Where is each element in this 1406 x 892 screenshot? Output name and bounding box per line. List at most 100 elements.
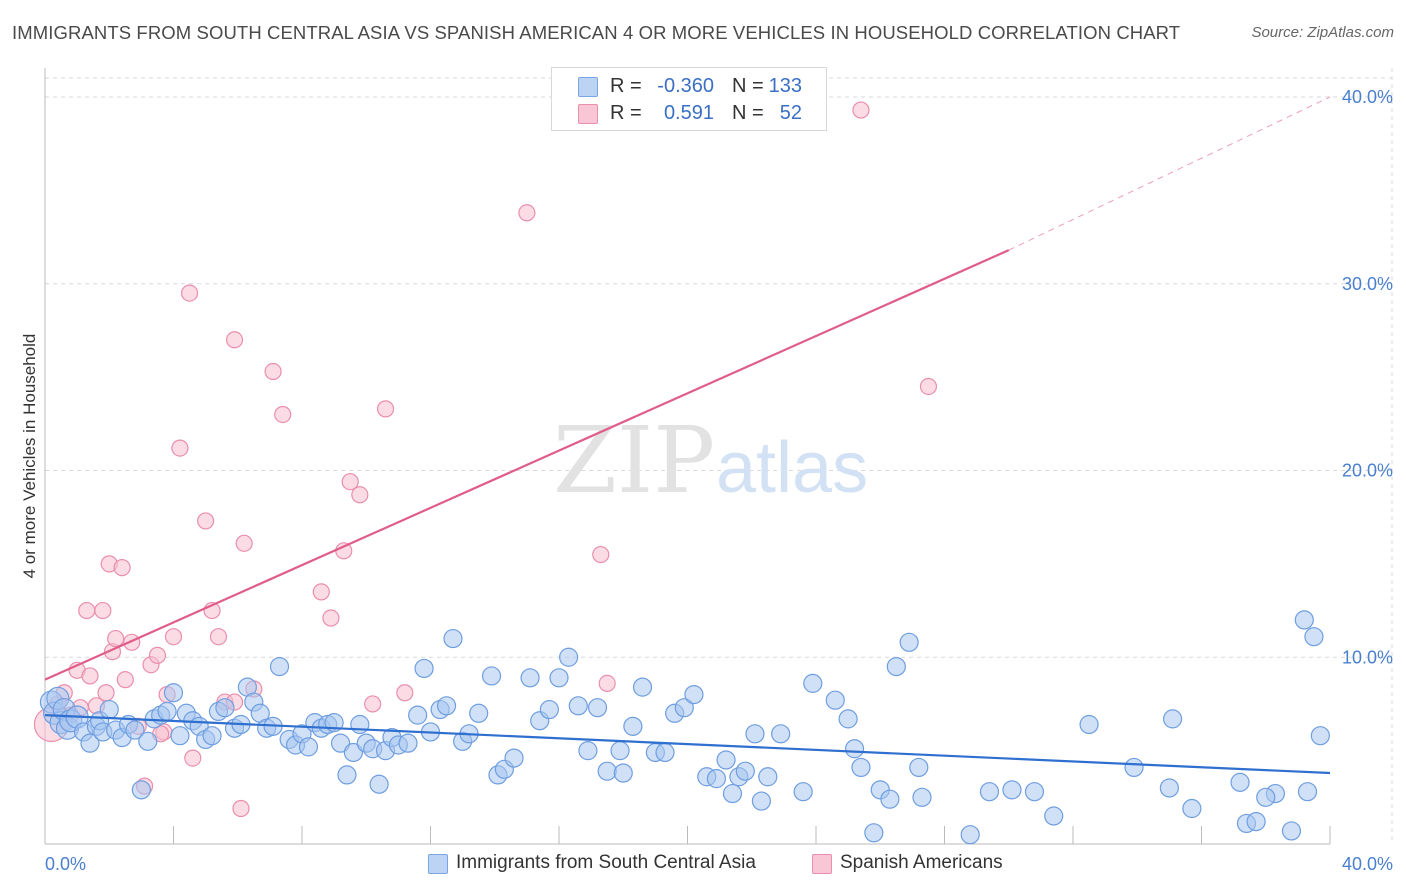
watermark-zip: ZIP [553, 407, 715, 514]
data-point-south-central-asia [1310, 726, 1330, 746]
data-point-spanish-americans [113, 559, 131, 577]
data-point-spanish-americans [312, 583, 330, 601]
data-point-south-central-asia [202, 726, 222, 746]
data-point-spanish-americans [592, 545, 610, 564]
data-point-south-central-asia [610, 741, 630, 761]
data-point-spanish-americans [171, 439, 189, 457]
data-point-spanish-americans [396, 684, 414, 702]
data-point-south-central-asia [298, 737, 319, 757]
data-point-spanish-americans [97, 684, 115, 702]
legend-label-spanish-americans: Spanish Americans [840, 852, 1003, 873]
legend-r-value-pink: 0.591 [663, 102, 714, 124]
trend-lines [44, 96, 1331, 775]
data-point-spanish-americans [364, 695, 382, 713]
grid-lines [45, 68, 1393, 844]
data-point-spanish-americans [232, 799, 250, 818]
data-point-south-central-asia [751, 791, 771, 811]
data-point-south-central-asia [443, 628, 463, 649]
data-point-south-central-asia [623, 716, 643, 736]
data-point-spanish-americans [341, 473, 359, 491]
data-point-south-central-asia [398, 733, 418, 753]
data-point-south-central-asia [851, 757, 871, 778]
y-tick-label: 20.0% [1342, 461, 1393, 481]
data-point-south-central-asia [825, 690, 845, 710]
legend-swatch-blue [578, 77, 598, 97]
legend-swatch-pink [578, 104, 598, 124]
data-point-south-central-asia [1246, 811, 1266, 832]
data-point-south-central-asia [838, 709, 858, 729]
data-point-south-central-asia [1294, 610, 1314, 630]
data-point-spanish-americans [180, 284, 199, 302]
data-point-south-central-asia [745, 724, 765, 744]
data-point-south-central-asia [469, 703, 489, 723]
data-point-south-central-asia [1124, 757, 1144, 778]
data-point-south-central-asia [343, 742, 363, 763]
data-point-south-central-asia [1162, 709, 1183, 729]
data-point-spanish-americans [919, 377, 938, 396]
data-point-south-central-asia [613, 763, 633, 783]
data-point-spanish-americans [184, 749, 202, 767]
data-point-south-central-asia [568, 696, 588, 716]
data-point-south-central-asia [125, 720, 145, 740]
legend-swatch-pink [812, 854, 832, 874]
data-point-south-central-asia [632, 677, 653, 697]
data-point-south-central-asia [1230, 772, 1250, 792]
data-point-south-central-asia [559, 647, 579, 667]
data-point-south-central-asia [886, 656, 906, 677]
data-point-spanish-americans [209, 628, 228, 646]
y-tick-label: 30.0% [1342, 274, 1393, 294]
data-point-south-central-asia [163, 683, 184, 703]
data-point-spanish-americans [322, 609, 340, 627]
data-point-south-central-asia [215, 698, 235, 718]
data-point-south-central-asia [655, 742, 675, 763]
data-point-south-central-asia [539, 699, 559, 720]
data-point-south-central-asia [1281, 821, 1302, 841]
data-point-south-central-asia [864, 823, 884, 843]
legend-label-south-central-asia: Immigrants from South Central Asia [456, 852, 756, 873]
data-point-south-central-asia [735, 761, 755, 781]
data-point-south-central-asia [408, 705, 428, 725]
legend-n-label: N = [732, 75, 764, 97]
data-point-spanish-americans [225, 331, 244, 349]
data-point-south-central-asia [597, 761, 617, 781]
tick-labels: 10.0% 20.0% 30.0% 40.0% 0.0% 40.0% [45, 87, 1393, 874]
data-point-south-central-asia [1182, 798, 1202, 819]
data-point-south-central-asia [99, 699, 119, 720]
data-point-spanish-americans [148, 646, 167, 664]
data-point-south-central-asia [1044, 806, 1064, 826]
legend-r-value-blue: -0.360 [657, 75, 714, 97]
y-tick-label: 10.0% [1342, 647, 1393, 667]
data-point-south-central-asia [414, 658, 434, 679]
watermark-atlas: atlas [716, 428, 868, 508]
data-point-spanish-americans [376, 400, 395, 418]
data-point-south-central-asia [758, 767, 778, 787]
data-point-south-central-asia [880, 789, 900, 809]
y-tick-label: 40.0% [1342, 87, 1393, 107]
y-axis-label: 4 or more Vehicles in Household [20, 334, 39, 579]
legend-row-blue: R = -0.360 N = 133 [552, 73, 826, 99]
legend-n-value-blue: 133 [768, 75, 802, 97]
data-point-south-central-asia [1024, 782, 1045, 802]
data-point-spanish-americans [164, 628, 183, 646]
data-point-south-central-asia [844, 739, 865, 759]
legend-r-label: R = [610, 75, 642, 97]
data-point-south-central-asia [80, 733, 100, 753]
data-point-spanish-americans [852, 101, 870, 119]
x-tick-label: 0.0% [45, 854, 86, 874]
data-point-south-central-asia [803, 673, 823, 693]
source-label: Source: ZipAtlas.com [1251, 24, 1394, 41]
data-point-south-central-asia [1304, 627, 1324, 647]
data-point-south-central-asia [684, 684, 704, 705]
data-point-south-central-asia [1297, 782, 1318, 802]
trend-line-south-central-asia [44, 714, 1331, 775]
chart-title: IMMIGRANTS FROM SOUTH CENTRAL ASIA VS SP… [12, 22, 1181, 43]
data-point-south-central-asia [481, 666, 502, 686]
data-point-spanish-americans [351, 486, 369, 504]
data-point-south-central-asia [674, 698, 694, 718]
legend-row-pink: R = 0.591 N = 52 [552, 100, 826, 126]
data-point-south-central-asia [706, 769, 727, 789]
data-point-south-central-asia [369, 774, 389, 794]
data-point-south-central-asia [899, 632, 919, 652]
data-point-south-central-asia [722, 783, 743, 804]
